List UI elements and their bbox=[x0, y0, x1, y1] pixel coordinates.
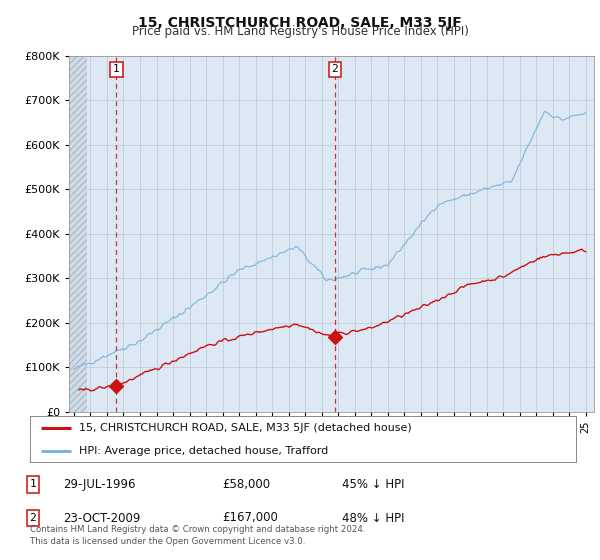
Point bbox=[112, 381, 121, 390]
Text: 2: 2 bbox=[29, 513, 37, 523]
Text: 45% ↓ HPI: 45% ↓ HPI bbox=[342, 478, 404, 491]
Text: 2: 2 bbox=[332, 64, 338, 74]
Point bbox=[330, 333, 340, 342]
Text: HPI: Average price, detached house, Trafford: HPI: Average price, detached house, Traf… bbox=[79, 446, 328, 455]
Text: 1: 1 bbox=[113, 64, 120, 74]
Text: £167,000: £167,000 bbox=[222, 511, 278, 525]
Bar bbox=[69, 56, 87, 412]
Text: 48% ↓ HPI: 48% ↓ HPI bbox=[342, 511, 404, 525]
Text: £58,000: £58,000 bbox=[222, 478, 270, 491]
Text: 29-JUL-1996: 29-JUL-1996 bbox=[63, 478, 136, 491]
Text: Price paid vs. HM Land Registry's House Price Index (HPI): Price paid vs. HM Land Registry's House … bbox=[131, 25, 469, 38]
Text: 15, CHRISTCHURCH ROAD, SALE, M33 5JF (detached house): 15, CHRISTCHURCH ROAD, SALE, M33 5JF (de… bbox=[79, 423, 412, 433]
Text: 15, CHRISTCHURCH ROAD, SALE, M33 5JF: 15, CHRISTCHURCH ROAD, SALE, M33 5JF bbox=[138, 16, 462, 30]
Text: 23-OCT-2009: 23-OCT-2009 bbox=[63, 511, 140, 525]
Text: Contains HM Land Registry data © Crown copyright and database right 2024.
This d: Contains HM Land Registry data © Crown c… bbox=[30, 525, 365, 546]
Text: 1: 1 bbox=[29, 479, 37, 489]
